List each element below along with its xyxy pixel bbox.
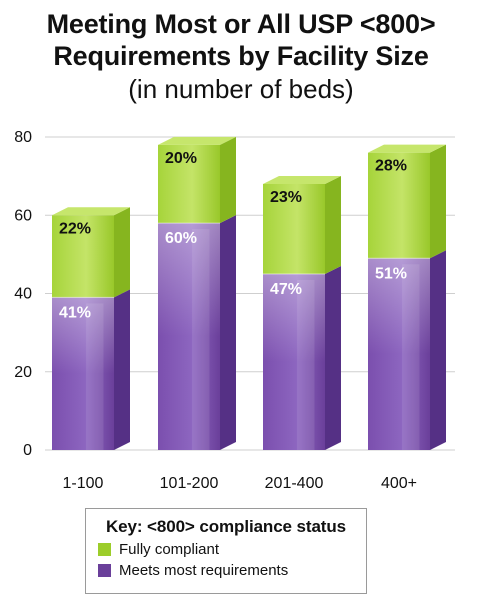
bar-fully-compliant — [158, 144, 220, 224]
x-category-label: 1-100 — [63, 475, 104, 492]
bar-fully-compliant-side — [114, 207, 130, 298]
chart-title: Meeting Most or All USP <800> Requirement… — [0, 8, 482, 72]
legend-swatch-green — [98, 543, 111, 556]
legend-item-fully-compliant: Fully compliant — [98, 541, 366, 558]
bar-meets-most-highlight — [368, 258, 430, 450]
bar-meets-most-side — [220, 215, 236, 450]
y-tick-label: 40 — [14, 286, 32, 303]
bar-meets-most-side — [114, 289, 130, 450]
legend: Key: <800> compliance status Fully compl… — [85, 508, 367, 594]
bar-meets-most-shine — [86, 303, 104, 450]
chart-title-text: Meeting Most or All USP <800> Requirement… — [46, 9, 436, 71]
bar-meets-most-highlight — [158, 223, 220, 450]
legend-label-meets-most: Meets most requirements — [119, 562, 289, 579]
bar-fully-compliant — [368, 152, 430, 259]
data-label-meets-most: 47% — [270, 281, 302, 298]
bar-meets-most-shine — [402, 264, 420, 450]
data-label-fully-compliant: 22% — [59, 220, 91, 237]
data-label-meets-most: 41% — [59, 304, 91, 321]
chart-subtitle: (in number of beds) — [128, 74, 354, 104]
bar-top-face — [158, 136, 236, 145]
data-label-fully-compliant: 28% — [375, 158, 407, 175]
x-category-label: 101-200 — [160, 475, 219, 492]
bar-top-face — [263, 175, 341, 184]
chart-title-block: Meeting Most or All USP <800> Requirement… — [0, 0, 482, 104]
x-category-label: 201-400 — [265, 475, 324, 492]
data-label-meets-most: 60% — [165, 230, 197, 247]
legend-title: Key: <800> compliance status — [105, 517, 347, 536]
data-label-meets-most: 51% — [375, 265, 407, 282]
bar-fully-compliant-side — [325, 175, 341, 274]
data-label-fully-compliant: 20% — [165, 150, 197, 167]
bar-top-face — [368, 144, 446, 153]
bar-fully-compliant-side — [220, 136, 236, 224]
legend-swatch-purple — [98, 564, 111, 577]
legend-label-fully-compliant: Fully compliant — [119, 541, 220, 558]
bar-meets-most-shine — [297, 279, 315, 450]
bar-fully-compliant — [263, 183, 325, 274]
y-tick-label: 20 — [14, 364, 32, 381]
legend-item-meets-most: Meets most requirements — [98, 562, 366, 579]
bar-meets-most-side — [325, 265, 341, 450]
bar-fully-compliant-side — [430, 144, 446, 259]
bar-meets-most-shine — [192, 229, 210, 450]
y-tick-label: 60 — [14, 207, 32, 224]
bar-meets-most-side — [430, 250, 446, 450]
bar-fully-compliant — [52, 215, 114, 298]
bar-meets-most-highlight — [52, 297, 114, 450]
stacked-bar-chart: 0 20 40 60 80 41% 22% 1-100 60% 20% 101-200 47% 23% 2… — [14, 129, 455, 492]
data-label-fully-compliant: 23% — [270, 189, 302, 206]
y-tick-label: 0 — [23, 442, 32, 459]
x-category-label: 400+ — [381, 475, 417, 492]
bar-top-face — [52, 207, 130, 216]
y-tick-label: 80 — [14, 129, 32, 146]
bar-meets-most-highlight — [263, 273, 325, 450]
